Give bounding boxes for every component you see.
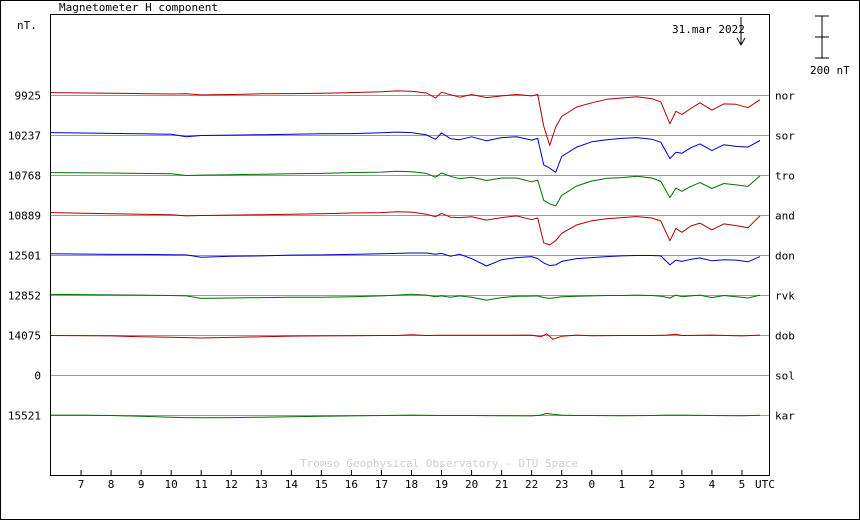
station-label-rvk: rvk — [775, 290, 795, 303]
credit-text: Tromso Geophysical Observatory - DTU Spa… — [300, 457, 578, 470]
x-tick-label: 21 — [495, 478, 508, 491]
x-tick-label: 11 — [195, 478, 208, 491]
series-line-don — [50, 252, 761, 267]
series-line-nor — [50, 90, 761, 146]
x-tick-label: 7 — [78, 478, 85, 491]
date-arrow — [736, 17, 746, 47]
x-tick-label: 0 — [588, 478, 595, 491]
series-line-kar — [51, 412, 761, 419]
x-tick-label: 17 — [375, 478, 388, 491]
station-label-tro: tro — [775, 170, 795, 183]
station-label-and: and — [775, 210, 795, 223]
series-lines — [50, 90, 761, 419]
series-line-sor — [50, 131, 761, 173]
unit-label: nT. — [17, 19, 37, 32]
series-line-tro — [50, 170, 761, 207]
station-labels: nor sor tro and don rvk dob sol kar — [775, 90, 795, 423]
chart-title: Magnetometer H component — [59, 1, 218, 14]
x-tick-label: 15 — [315, 478, 328, 491]
x-tick-label: 1 — [618, 478, 625, 491]
baseline-label-rvk: 12852 — [8, 290, 41, 303]
station-label-nor: nor — [775, 90, 795, 103]
station-label-kar: kar — [775, 410, 795, 423]
x-unit-label: UTC — [755, 478, 775, 491]
x-tick-label: 14 — [285, 478, 299, 491]
x-tick-label: 5 — [739, 478, 746, 491]
x-tick-label: 22 — [525, 478, 538, 491]
x-tick-label: 23 — [555, 478, 568, 491]
station-label-sor: sor — [775, 130, 795, 143]
x-tick-label: 8 — [108, 478, 115, 491]
series-line-rvk — [50, 293, 761, 301]
baseline-label-nor: 9925 — [15, 90, 42, 103]
station-label-dob: dob — [775, 330, 795, 343]
baseline-label-kar: 15521 — [8, 410, 41, 423]
x-tick-label: 13 — [255, 478, 268, 491]
x-tick-label: 9 — [138, 478, 145, 491]
plot-frame — [50, 14, 770, 476]
baseline-labels: 9925 10237 10768 10889 12501 12852 14075 0 15521 — [8, 90, 41, 423]
x-tick-label: 4 — [709, 478, 716, 491]
x-tick-label: 12 — [225, 478, 238, 491]
x-tick-label: 16 — [345, 478, 358, 491]
x-tick-label: 20 — [465, 478, 478, 491]
baseline-label-and: 10889 — [8, 210, 41, 223]
x-tick-label: 2 — [649, 478, 656, 491]
station-label-don: don — [775, 250, 795, 263]
series-line-dob — [50, 333, 761, 340]
x-tick-label: 3 — [679, 478, 686, 491]
series-line-and — [50, 211, 761, 246]
scale-bar — [815, 15, 829, 59]
baseline-label-don: 12501 — [8, 250, 41, 263]
baseline-label-dob: 14075 — [8, 330, 41, 343]
x-tick-label: 10 — [165, 478, 178, 491]
station-label-sol: sol — [775, 370, 795, 383]
x-tick-label: 19 — [435, 478, 448, 491]
date-note: 31.mar 2022 — [672, 23, 745, 36]
x-axis-ticks: 7 8 9 10 11 12 13 14 15 16 17 18 19 20 21 22 23 0 1 2 3 4 5 — [78, 470, 746, 491]
baseline-label-sol: 0 — [34, 370, 41, 383]
baseline-label-sor: 10237 — [8, 130, 41, 143]
scale-bar-label: 200 nT — [810, 64, 850, 77]
baseline-label-tro: 10768 — [8, 170, 41, 183]
x-tick-label: 18 — [405, 478, 418, 491]
